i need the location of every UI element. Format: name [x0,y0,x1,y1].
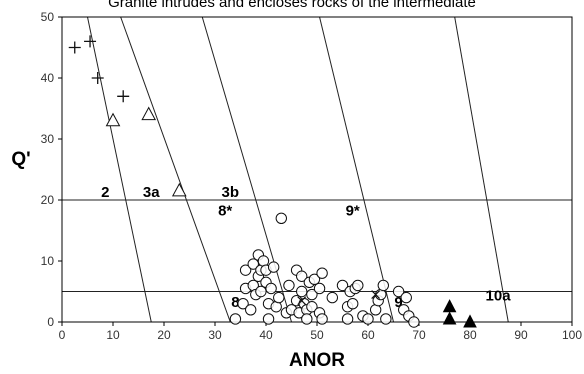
circle-point [296,270,308,282]
circle-point [408,316,420,328]
y-axis-ticks: 0 10 20 30 40 50 [41,10,62,329]
field-labels: 2 3a 3b8* 9* 8 9 10a [101,184,511,311]
circle-point [326,291,338,304]
field-label: 3b [222,184,240,201]
circle-point [245,304,257,316]
circle-point [308,273,321,285]
open-triangle-point [171,182,187,197]
circle-point [237,298,249,310]
circle-point [239,264,252,276]
field-boundary-line-3 [201,17,292,322]
circle-point [267,261,280,273]
circle-point [347,298,359,310]
x-tick-label: 60 [361,328,375,342]
circle-point [283,279,295,292]
field-boundary-line-4 [319,17,394,322]
circle-point [273,291,285,304]
field-boundary-line-1 [87,17,152,322]
x-tick-label: 90 [514,328,528,342]
circle-point [313,282,326,295]
filled-triangle-point [442,311,457,325]
circle-point [247,258,259,270]
circle-point [400,291,412,304]
circle-point [392,285,405,298]
x-tick-label: 30 [208,328,222,342]
x-tick-label: 80 [463,328,477,342]
y-tick-label: 50 [41,10,55,24]
data-points [68,35,477,328]
cross-point [297,296,307,306]
field-label: 8 [231,294,239,311]
x-tick-label: 100 [562,328,582,342]
circle-point [316,313,328,325]
field-label: 9* [346,202,360,219]
circle-point [275,212,287,225]
field-label: 10a [486,288,512,305]
filled-triangle-point [463,314,477,328]
chart-title: Granite intrudes and encloses rocks of t… [108,0,476,11]
plus-point [68,41,81,54]
x-tick-label: 50 [310,328,324,342]
circle-point [296,285,308,298]
circle-point [306,301,318,313]
x-tick-label: 70 [412,328,426,342]
x-tick-label: 10 [106,328,120,342]
circle-point [316,267,328,279]
field-label: 3a [143,184,160,201]
y-tick-label: 30 [41,132,55,146]
circle-point [255,285,267,298]
circle-point [301,313,313,325]
circle-point [380,313,392,325]
circle-point [336,279,349,292]
circle-point [265,282,277,295]
x-tick-label: 20 [157,328,171,342]
y-axis-label: Q' [11,149,30,170]
filled-triangle-point [442,299,457,313]
field-boundary-line-5 [454,17,509,322]
plus-point [91,72,104,84]
y-tick-label: 20 [41,193,55,207]
y-tick-label: 0 [47,315,54,329]
cross-point [371,290,381,299]
circle-point [262,313,275,325]
circle-point [352,279,364,292]
plus-point [84,35,97,48]
circle-point [306,288,318,301]
field-label: 9 [394,294,402,311]
circle-point [362,313,374,325]
x-tick-label: 0 [59,328,66,342]
circle-point [229,313,242,325]
circle-point [341,313,354,325]
x-axis-label: ANOR [289,350,345,371]
plus-point [117,90,130,103]
x-tick-label: 40 [259,328,273,342]
y-tick-label: 10 [41,254,55,268]
field-label: 2 [101,184,109,201]
field-label: 8* [218,202,232,219]
open-triangle-point [141,106,157,121]
field-boundary-line-2 [120,17,231,322]
x-axis-ticks: 0 10 20 30 40 50 60 70 80 90 100 [59,322,582,342]
circle-point [377,279,389,292]
y-tick-label: 40 [41,71,55,85]
open-triangle-point [105,112,121,127]
field-boundaries [87,17,509,322]
